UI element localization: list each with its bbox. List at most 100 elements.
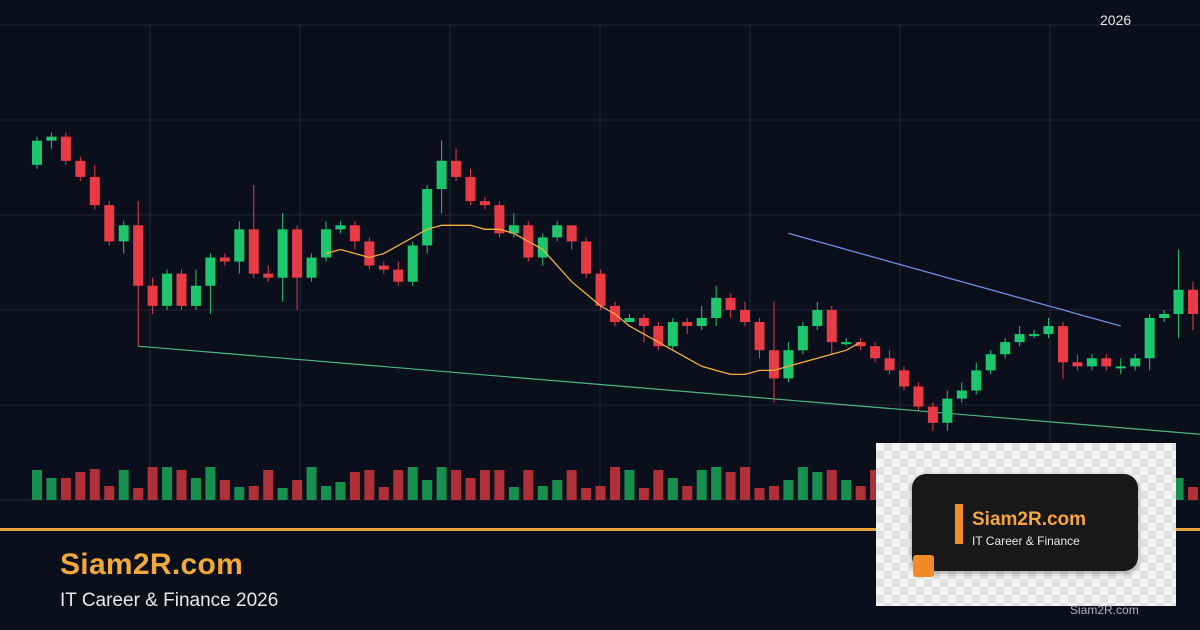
candle-body	[104, 205, 115, 242]
candle-body	[956, 390, 967, 399]
candle-body	[393, 269, 404, 282]
candle-body	[306, 257, 317, 278]
volume-bar	[537, 486, 548, 500]
volume-bar	[335, 482, 346, 500]
volume-bar	[219, 480, 230, 500]
candle-body	[581, 241, 592, 274]
candle-body	[1101, 358, 1112, 367]
brand-title: Siam2R.com	[60, 548, 244, 581]
volume-bar	[46, 478, 57, 500]
volume-bar	[277, 488, 288, 500]
volume-bar	[812, 472, 823, 500]
logo-accent-bar	[955, 504, 963, 544]
volume-bar	[552, 480, 563, 500]
candle-body	[89, 176, 100, 206]
volume-bar	[1188, 487, 1198, 500]
candle-body	[1057, 326, 1068, 363]
volume-bar	[147, 467, 158, 500]
volume-bar	[682, 486, 693, 500]
candle-body	[436, 160, 447, 190]
volume-bar	[133, 488, 144, 500]
volume-bar	[407, 467, 418, 500]
volume-bar	[89, 469, 100, 500]
volume-bar	[740, 467, 751, 500]
candle-body	[711, 297, 722, 318]
volume-bar	[465, 478, 476, 500]
volume-bar	[32, 470, 42, 500]
candle-body	[1188, 289, 1198, 314]
candle-body	[899, 370, 909, 387]
gold-divider	[0, 528, 1200, 531]
candle-body	[1072, 362, 1083, 367]
watermark-url: Siam2R.com	[1070, 603, 1139, 617]
volume-bar	[508, 487, 519, 500]
volume-bar	[725, 472, 736, 500]
candle-body	[927, 406, 938, 423]
volume-bar	[479, 470, 490, 500]
logo-card: Siam2R.com IT Career & Finance	[912, 474, 1138, 571]
volume-bar	[393, 470, 404, 500]
volume-bar	[190, 478, 201, 500]
volume-bar	[321, 486, 331, 500]
volume-bar	[248, 486, 259, 500]
candle-body	[234, 229, 245, 262]
candle-body	[292, 229, 303, 278]
volume-bar	[696, 470, 707, 500]
candle-body	[118, 225, 129, 242]
candle-body	[219, 257, 230, 262]
volume-bar	[263, 470, 274, 500]
volume-bar	[855, 486, 866, 500]
volume-bar	[610, 467, 620, 500]
candle-body	[783, 350, 794, 379]
candle-body	[725, 297, 736, 310]
volume-bar	[60, 478, 71, 500]
candle-body	[1014, 334, 1025, 343]
volume-bar	[494, 470, 505, 500]
trend-line	[138, 345, 1200, 435]
volume-bar	[783, 480, 794, 500]
candle-body	[364, 241, 375, 266]
candle-body	[971, 370, 982, 391]
volume-bar	[566, 470, 577, 500]
volume-bar	[595, 486, 606, 500]
candle-body	[884, 358, 895, 371]
volume-bar	[306, 467, 317, 500]
candle-body	[1115, 366, 1126, 369]
brand-tagline: IT Career & Finance 2026	[60, 590, 279, 611]
volume-bar	[711, 467, 722, 500]
candle-body	[1173, 289, 1184, 314]
candle-body	[638, 317, 649, 327]
volume-bar	[768, 486, 779, 500]
candle-body	[812, 309, 823, 327]
volume-bar	[75, 472, 86, 500]
candle-body	[841, 342, 852, 345]
year-label: 2026	[1100, 12, 1132, 28]
volume-bar	[364, 470, 375, 500]
candle-body	[335, 225, 346, 230]
volume-bar	[292, 480, 303, 500]
logo-title: Siam2R.com	[972, 509, 1087, 530]
candle-body	[494, 205, 505, 234]
volume-bar	[1173, 478, 1184, 500]
candle-body	[1086, 358, 1097, 367]
candle-body	[1043, 326, 1054, 335]
candle-body	[205, 257, 216, 286]
candle-body	[653, 326, 664, 347]
volume-bar	[436, 467, 447, 500]
candle-body	[407, 245, 418, 282]
candle-body	[46, 136, 57, 141]
volume-bar	[162, 467, 173, 500]
candle-body	[162, 273, 173, 306]
candle-body	[1144, 317, 1155, 359]
candle-body	[60, 136, 71, 161]
volume-bar	[422, 480, 433, 500]
candle-body	[696, 317, 707, 327]
candle-body	[451, 160, 462, 177]
candle-body	[942, 398, 953, 423]
candle-body	[595, 273, 606, 306]
candle-body	[349, 225, 360, 242]
candle-body	[508, 225, 519, 234]
volume-bar	[176, 470, 187, 500]
volume-bar	[205, 467, 216, 500]
candle-body	[624, 317, 635, 323]
